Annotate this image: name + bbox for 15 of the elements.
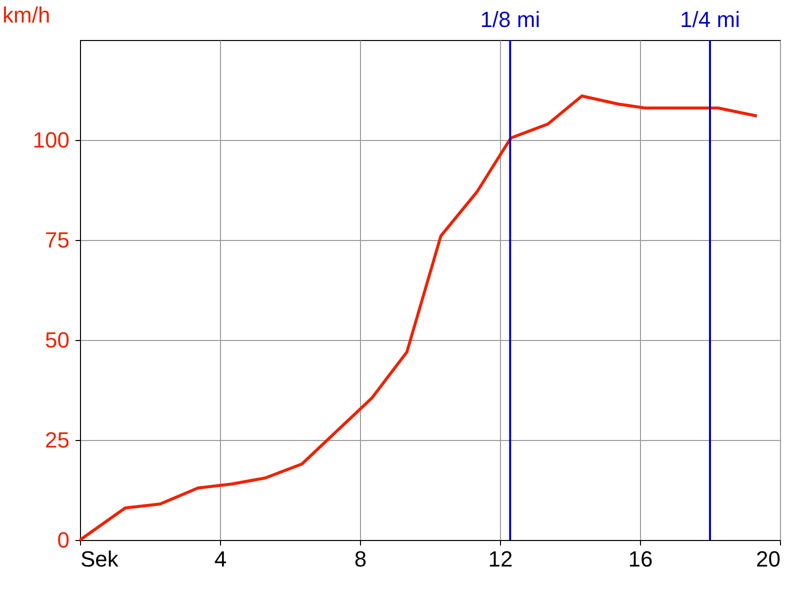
y-tick-label: 25: [45, 428, 70, 452]
line-series: [78, 94, 758, 542]
x-tick-label: 8: [354, 546, 367, 572]
y-tick-label: 50: [45, 328, 70, 352]
y-axis-title: km/h: [2, 2, 50, 28]
x-tick-label: 4: [214, 546, 227, 572]
x-tick-label: 20: [756, 546, 780, 572]
x-tick-label: 16: [628, 546, 653, 572]
y-tick-label: 100: [32, 128, 70, 152]
x-tick-label: 12: [488, 546, 513, 572]
x-tick-label: Sek: [80, 546, 120, 572]
ref-line-label: 1/8 mi: [480, 7, 540, 32]
ref-line-label: 1/4 mi: [680, 7, 740, 32]
y-tick-label: 75: [45, 228, 70, 252]
y-tick-label: 0: [57, 528, 70, 552]
